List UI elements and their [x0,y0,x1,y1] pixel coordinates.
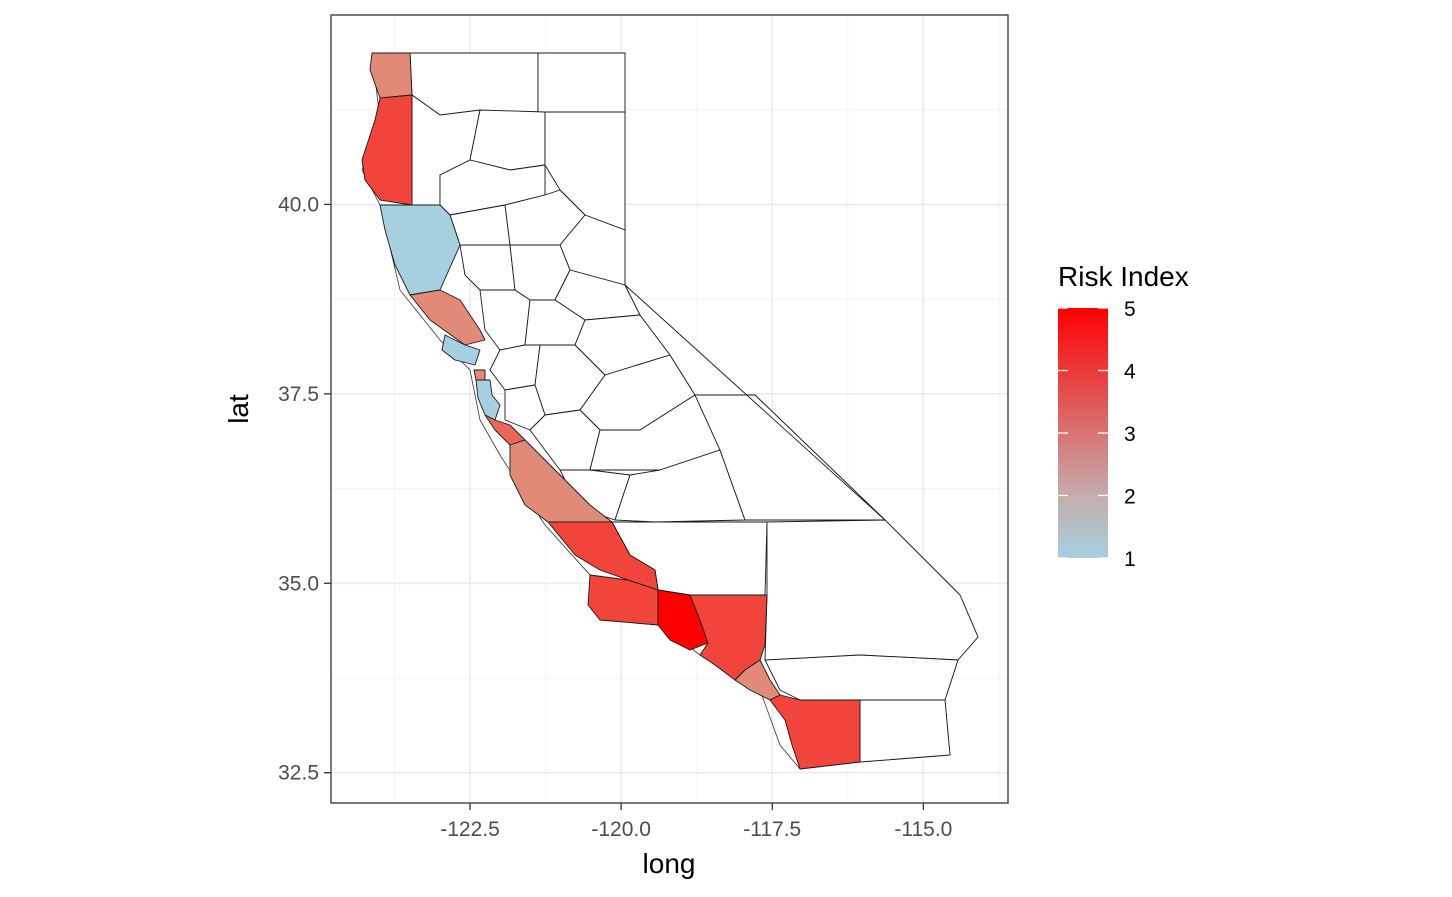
uncolored-counties [409,52,979,763]
y-axis-title: lat [223,394,254,424]
x-tick-label: -120.0 [591,818,651,841]
y-tick-label: 32.5 [278,762,319,785]
county [469,109,546,171]
california-county-map [361,52,979,770]
county [859,699,951,763]
colored-counties [361,52,861,770]
county-region-7 [475,379,501,421]
panel-border [330,14,1009,804]
county-region-5 [441,334,481,366]
x-tick-label: -122.5 [440,818,500,841]
y-axis: 32.5 35.0 37.5 40.0 [278,193,331,785]
y-tick-label: 37.5 [278,383,319,406]
x-tick-label: -117.5 [743,818,801,841]
legend-break-label: 1 [1124,548,1136,571]
legend-break-label: 2 [1124,486,1136,509]
county-region-14 [734,659,781,701]
county-region-15 [769,694,861,770]
legend-title: Risk Index [1058,261,1189,292]
x-tick-label: -115.0 [894,818,952,841]
legend: Risk Index 1 2 3 4 5 [1058,261,1189,571]
x-axis: -122.5 -120.0 -117.5 -115.0 [440,803,952,841]
legend-break-label: 5 [1124,298,1136,321]
legend-break-label: 3 [1124,423,1136,446]
x-axis-title: long [643,848,696,879]
county [409,52,539,116]
county-region-2 [361,94,413,206]
legend-break-label: 4 [1124,361,1136,384]
county [764,654,959,701]
y-tick-label: 35.0 [278,572,319,595]
legend-ticks: 1 2 3 4 5 [1058,298,1136,571]
county-region-4 [409,289,486,346]
county [537,52,626,113]
county-region-6 [473,369,486,381]
y-tick-label: 40.0 [278,193,319,216]
county-region-9 [509,439,613,523]
